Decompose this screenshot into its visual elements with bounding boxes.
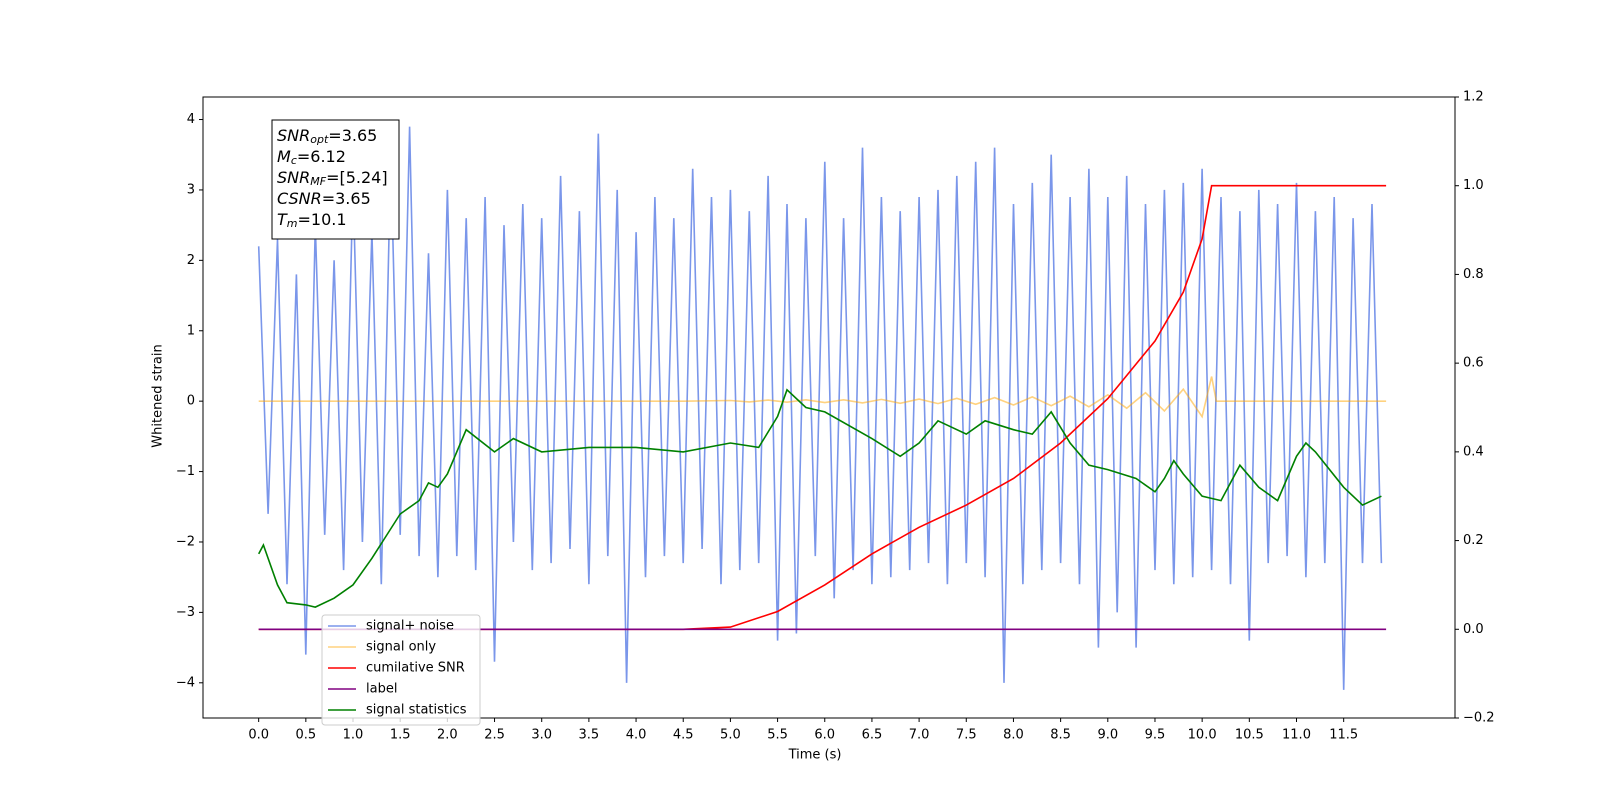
annotation-symbol: SNR — [277, 168, 310, 187]
annotation-line: Mc=6.12 — [277, 147, 346, 168]
annotation-symbol: T — [277, 210, 288, 229]
x-tick-label: 7.0 — [909, 728, 930, 743]
y-axis-label: Whitened strain — [151, 344, 166, 447]
series-line — [258, 184, 1387, 631]
x-tick-label: 9.0 — [1097, 728, 1118, 743]
annotation-line: Tm=10.1 — [277, 210, 347, 231]
annotation-symbol: M — [277, 147, 291, 166]
y-tick-label: 3 — [187, 182, 195, 197]
x-tick-label: 7.5 — [956, 728, 977, 743]
x-tick-label: 0.5 — [295, 728, 316, 743]
y-tick-label: 4 — [187, 112, 195, 127]
x-tick-label: 11.5 — [1329, 728, 1358, 743]
annotation-subscript: MF — [310, 175, 326, 188]
x-tick-label: 9.5 — [1145, 728, 1166, 743]
x-tick-label: 4.0 — [626, 728, 647, 743]
legend-label: signal+ noise — [366, 619, 454, 634]
legend-label: signal only — [366, 640, 436, 655]
y-tick-label: −3 — [176, 605, 195, 620]
y-tick-label: −2 — [176, 534, 195, 549]
annotation-value: =[5.24] — [326, 168, 388, 187]
y2-tick-label: 0.0 — [1463, 622, 1484, 637]
annotation-line: SNRMF=[5.24] — [277, 168, 388, 189]
annotation-frame — [271, 119, 400, 240]
annotation-subscript: opt — [310, 133, 329, 146]
y2-tick-label: 1.2 — [1463, 90, 1484, 105]
annotation-line: SNRopt=3.65 — [277, 126, 377, 147]
y2-tick-label: −0.2 — [1463, 711, 1495, 726]
x-tick-label: 6.5 — [862, 728, 883, 743]
y-tick-label: 2 — [187, 253, 195, 268]
annotation-symbol: SNR — [277, 126, 310, 145]
x-tick-label: 8.0 — [1003, 728, 1024, 743]
x-tick-label: 2.0 — [437, 728, 458, 743]
annotation-symbol: CSNR — [277, 189, 322, 208]
annotation-line: CSNR=3.65 — [277, 189, 371, 208]
legend-label: signal statistics — [366, 703, 467, 718]
annotation-value: =10.1 — [298, 210, 347, 229]
x-tick-label: 5.0 — [720, 728, 741, 743]
legend-label: label — [366, 682, 397, 697]
legend-label: cumilative SNR — [366, 661, 465, 676]
x-tick-label: 10.0 — [1188, 728, 1217, 743]
x-tick-label: 2.5 — [484, 728, 505, 743]
annotation-value: =3.65 — [322, 189, 371, 208]
y-tick-label: −1 — [176, 464, 195, 479]
y2-tick-label: 1.0 — [1463, 178, 1484, 193]
y-tick-label: 1 — [187, 323, 195, 338]
y2-tick-label: 0.4 — [1463, 444, 1484, 459]
x-tick-label: 11.0 — [1282, 728, 1311, 743]
legend-frame — [321, 614, 481, 726]
series-line — [257, 388, 1382, 608]
series-line — [258, 376, 1387, 419]
annotation-value: =6.12 — [297, 147, 346, 166]
legend: signal+ noise signal only cumilative SNR la… — [321, 614, 481, 726]
x-tick-label: 6.0 — [814, 728, 835, 743]
annotation-value: =3.65 — [328, 126, 377, 145]
x-tick-label: 8.5 — [1050, 728, 1071, 743]
annotation-subscript: m — [287, 217, 298, 230]
annotation-box: SNRopt=3.65Mc=6.12SNRMF=[5.24]CSNR=3.65T… — [271, 119, 400, 240]
y-tick-label: 0 — [187, 394, 195, 409]
y-tick-label: −4 — [176, 675, 195, 690]
x-tick-label: 1.0 — [343, 728, 364, 743]
x-tick-label: 0.0 — [248, 728, 269, 743]
x-tick-label: 3.0 — [531, 728, 552, 743]
series-line — [257, 126, 1383, 690]
y2-tick-label: 0.6 — [1463, 356, 1484, 371]
annotation-subscript: c — [291, 154, 297, 167]
x-tick-label: 5.5 — [767, 728, 788, 743]
x-tick-label: 3.5 — [579, 728, 600, 743]
x-tick-label: 1.5 — [390, 728, 411, 743]
x-axis-label: Time (s) — [788, 748, 842, 763]
y2-tick-label: 0.8 — [1463, 267, 1484, 282]
y2-tick-label: 0.2 — [1463, 533, 1484, 548]
x-tick-label: 10.5 — [1235, 728, 1264, 743]
plot-frame — [202, 96, 1456, 719]
x-tick-label: 4.5 — [673, 728, 694, 743]
